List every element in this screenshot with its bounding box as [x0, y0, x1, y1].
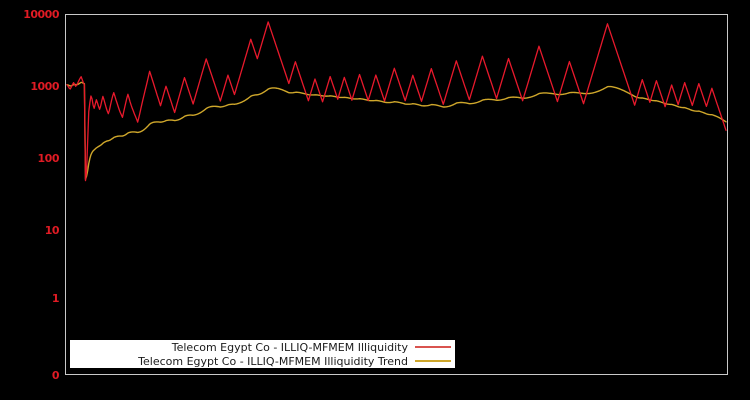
- series-line-illiquidity-trend: [66, 81, 727, 180]
- y-tick-10000: 10000: [23, 8, 59, 21]
- legend-swatch-illiquidity-trend: [415, 360, 451, 362]
- series-line-illiquidity: [66, 21, 727, 182]
- y-tick-1000: 1000: [30, 80, 59, 93]
- y-axis-tick-labels: 10000 1000 100 10 1 0: [0, 0, 59, 400]
- plot-area: [65, 14, 728, 375]
- y-tick-10: 10: [44, 224, 60, 237]
- legend-label-illiquidity-trend: Telecom Egypt Co - ILLIQ-MFMEM Illiquidi…: [138, 354, 408, 368]
- chart-canvas: [66, 21, 727, 182]
- legend-swatch-illiquidity: [415, 346, 451, 348]
- legend-label-illiquidity: Telecom Egypt Co - ILLIQ-MFMEM Illiquidi…: [171, 340, 408, 354]
- legend-entry-illiquidity[interactable]: Telecom Egypt Co - ILLIQ-MFMEM Illiquidi…: [70, 340, 455, 354]
- legend-entry-illiquidity-trend[interactable]: Telecom Egypt Co - ILLIQ-MFMEM Illiquidi…: [70, 354, 455, 368]
- chart-legend[interactable]: Telecom Egypt Co - ILLIQ-MFMEM Illiquidi…: [70, 340, 455, 368]
- y-tick-100: 100: [37, 152, 60, 165]
- y-tick-1: 1: [51, 292, 60, 305]
- y-tick-0: 0: [51, 369, 60, 382]
